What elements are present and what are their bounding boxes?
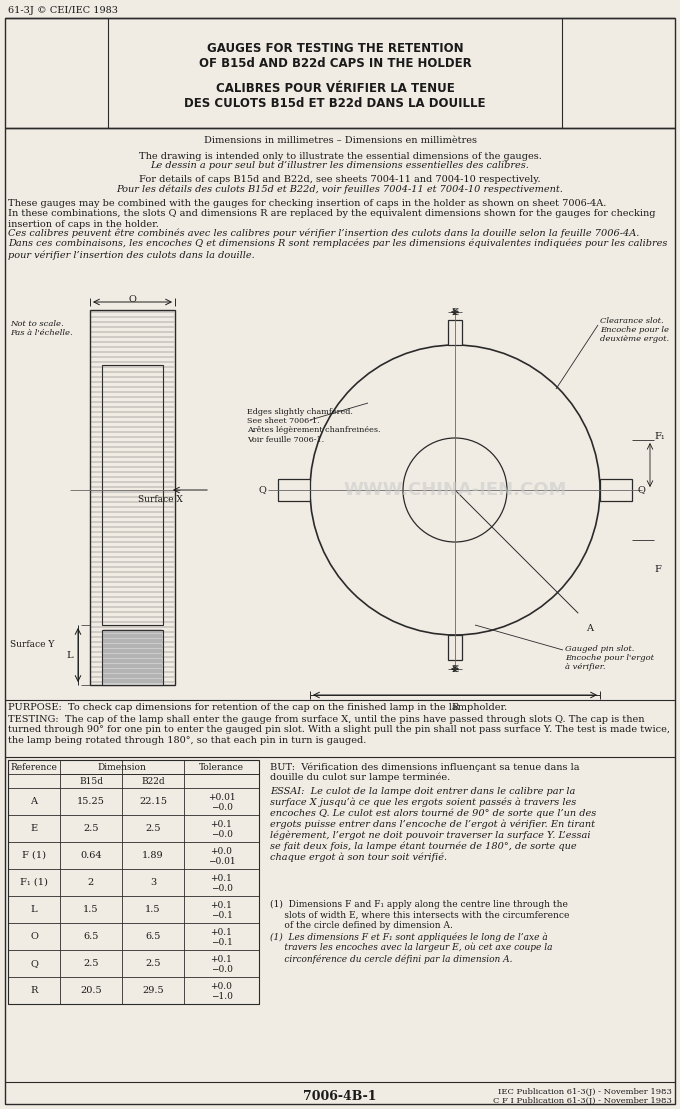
Text: F (1): F (1)	[22, 851, 46, 859]
Text: The drawing is intended only to illustrate the essential dimensions of the gauge: The drawing is intended only to illustra…	[139, 152, 541, 161]
Text: 0.64: 0.64	[80, 851, 102, 859]
Bar	[448, 635, 462, 660]
Text: Dimensions in millimetres – Dimensions en millimètres: Dimensions in millimetres – Dimensions e…	[203, 136, 477, 145]
Text: L: L	[31, 905, 37, 914]
Text: PURPOSE:  To check cap dimensions for retention of the cap on the finished lamp : PURPOSE: To check cap dimensions for ret…	[8, 703, 507, 712]
Text: For details of caps B15d and B22d, see sheets 7004-11 and 7004-10 respectively.: For details of caps B15d and B22d, see s…	[139, 175, 541, 184]
Text: Not to scale.
Pas à l'échelle.: Not to scale. Pas à l'échelle.	[10, 321, 73, 337]
Text: O: O	[30, 932, 38, 942]
Text: A: A	[31, 797, 37, 806]
Bar	[448, 321, 462, 345]
Text: A: A	[586, 623, 593, 633]
Text: O: O	[129, 295, 137, 304]
Text: Q: Q	[637, 486, 645, 495]
Text: −0.0: −0.0	[211, 830, 233, 840]
Text: C F I Publication 61-3(J) - November 1983: C F I Publication 61-3(J) - November 198…	[493, 1097, 672, 1105]
Text: Ces calibres peuvent être combinés avec les calibres pour vérifier l’insertion d: Ces calibres peuvent être combinés avec …	[8, 228, 667, 260]
Text: Clearance slot.
Encoche pour le
deuxième ergot.: Clearance slot. Encoche pour le deuxième…	[600, 317, 669, 344]
Text: R: R	[452, 703, 459, 712]
Text: Reference: Reference	[11, 763, 57, 772]
Bar	[8, 760, 259, 1004]
Text: BUT:  Vérification des dimensions influençant sa tenue dans la
douille du culot : BUT: Vérification des dimensions influen…	[270, 762, 579, 783]
Text: −0.0: −0.0	[211, 884, 233, 893]
Text: Surface Y: Surface Y	[10, 640, 54, 649]
Text: 3: 3	[150, 878, 156, 887]
Bar	[600, 479, 632, 501]
Text: −1.0: −1.0	[211, 991, 233, 1001]
Text: IEC Publication 61-3(J) - November 1983: IEC Publication 61-3(J) - November 1983	[498, 1088, 672, 1096]
Bar	[102, 630, 163, 685]
Text: −0.1: −0.1	[211, 910, 233, 920]
Text: (1)  Les dimensions F et F₁ sont appliquées le long de l’axe à
     travers les : (1) Les dimensions F et F₁ sont appliqué…	[270, 932, 552, 964]
Bar	[278, 479, 310, 501]
Text: Tolerance: Tolerance	[199, 763, 244, 772]
Text: 6.5: 6.5	[146, 932, 160, 942]
Bar	[102, 365, 163, 625]
Text: Q: Q	[258, 486, 266, 495]
Text: 29.5: 29.5	[142, 986, 164, 995]
Text: Edges slightly chamfered.
See sheet 7006-1.
Arêtes légèrement chanfreinées.
Voir: Edges slightly chamfered. See sheet 7006…	[247, 408, 381, 444]
Text: 15.25: 15.25	[77, 797, 105, 806]
Text: 1.5: 1.5	[146, 905, 160, 914]
Text: Q: Q	[30, 959, 38, 968]
Text: +0.1: +0.1	[211, 928, 233, 937]
Text: 61-3J © CEI/IEC 1983: 61-3J © CEI/IEC 1983	[8, 6, 118, 16]
Text: These gauges may be combined with the gauges for checking insertion of caps in t: These gauges may be combined with the ga…	[8, 199, 656, 228]
Text: −0.01: −0.01	[207, 857, 235, 866]
Bar	[90, 311, 175, 685]
Text: CALIBRES POUR VÉRIFIER LA TENUE
DES CULOTS B15d ET B22d DANS LA DOUILLE: CALIBRES POUR VÉRIFIER LA TENUE DES CULO…	[184, 82, 486, 110]
Text: F₁ (1): F₁ (1)	[20, 878, 48, 887]
Text: +0.0: +0.0	[211, 981, 233, 991]
Text: 2: 2	[88, 878, 94, 887]
Text: +0.1: +0.1	[211, 901, 233, 910]
Text: 2.5: 2.5	[83, 959, 99, 968]
Text: +0.01: +0.01	[207, 793, 235, 802]
Text: Gauged pin slot.
Encoche pour l'ergot
à vérifier.: Gauged pin slot. Encoche pour l'ergot à …	[565, 645, 654, 671]
Text: +0.0: +0.0	[211, 847, 233, 856]
Text: 20.5: 20.5	[80, 986, 102, 995]
Text: E: E	[452, 665, 458, 674]
Text: −0.0: −0.0	[211, 803, 233, 812]
Text: B22d: B22d	[141, 776, 165, 785]
Text: Le dessin a pour seul but d’illustrer les dimensions essentielles des calibres.: Le dessin a pour seul but d’illustrer le…	[150, 161, 530, 170]
Text: L: L	[67, 651, 73, 660]
Text: GAUGES FOR TESTING THE RETENTION
OF B15d AND B22d CAPS IN THE HOLDER: GAUGES FOR TESTING THE RETENTION OF B15d…	[199, 42, 471, 70]
Text: 1.5: 1.5	[83, 905, 99, 914]
Text: R: R	[31, 986, 37, 995]
Text: 7006-4B-1: 7006-4B-1	[303, 1090, 377, 1103]
Text: Dimension: Dimension	[97, 763, 146, 772]
Text: F₁: F₁	[654, 433, 665, 441]
Text: B15d: B15d	[79, 776, 103, 785]
Text: F: F	[654, 566, 661, 574]
Text: Surface X: Surface X	[137, 495, 182, 503]
Text: +0.1: +0.1	[211, 820, 233, 830]
Text: ESSAI:  Le culot de la lampe doit entrer dans le calibre par la
surface X jusqu’: ESSAI: Le culot de la lampe doit entrer …	[270, 787, 596, 862]
Text: WWW.CHINA-IEN.COM: WWW.CHINA-IEN.COM	[343, 481, 566, 499]
Text: 2.5: 2.5	[83, 824, 99, 833]
Text: 1.89: 1.89	[142, 851, 164, 859]
Text: 2.5: 2.5	[146, 824, 160, 833]
Text: +0.1: +0.1	[211, 874, 233, 883]
Text: (1)  Dimensions F and F₁ apply along the centre line through the
     slots of w: (1) Dimensions F and F₁ apply along the …	[270, 901, 569, 930]
Text: 6.5: 6.5	[84, 932, 99, 942]
Text: 2.5: 2.5	[146, 959, 160, 968]
Text: −0.0: −0.0	[211, 965, 233, 974]
Bar	[102, 630, 163, 685]
Text: E: E	[452, 308, 458, 317]
Text: E: E	[31, 824, 37, 833]
Text: 22.15: 22.15	[139, 797, 167, 806]
Text: TESTING:  The cap of the lamp shall enter the gauge from surface X, until the pi: TESTING: The cap of the lamp shall enter…	[8, 715, 670, 745]
Text: +0.1: +0.1	[211, 955, 233, 964]
Text: Pour les détails des culots B15d et B22d, voir feuilles 7004-11 et 7004-10 respe: Pour les détails des culots B15d et B22d…	[116, 184, 564, 193]
Text: −0.1: −0.1	[211, 938, 233, 947]
